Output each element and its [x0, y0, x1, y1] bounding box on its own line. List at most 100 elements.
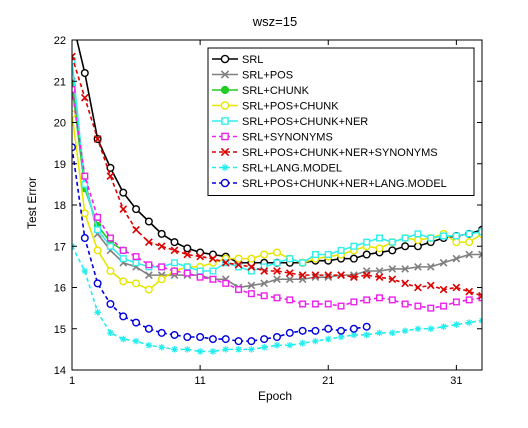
data-point	[144, 217, 153, 226]
data-point	[93, 246, 102, 255]
data-point	[157, 242, 166, 251]
data-point	[184, 346, 191, 353]
data-point	[414, 263, 422, 271]
y-tick-label: 18	[54, 200, 66, 212]
legend-item: SRL+SYNONYMS	[212, 132, 333, 144]
data-point	[158, 263, 166, 271]
data-point	[132, 279, 141, 288]
y-tick-label: 15	[54, 324, 66, 336]
data-point	[465, 230, 473, 238]
data-point	[478, 250, 482, 259]
y-tick-label: 22	[54, 35, 66, 47]
data-point	[183, 250, 192, 259]
data-point	[157, 328, 166, 337]
y-axis-label: Test Error	[25, 177, 39, 229]
data-point	[376, 234, 384, 242]
data-point	[106, 172, 115, 180]
series-8	[72, 143, 371, 346]
data-point	[220, 54, 230, 64]
data-point	[221, 117, 229, 125]
data-point	[247, 267, 255, 275]
data-point	[72, 52, 76, 61]
x-tick-label: 1	[69, 375, 75, 387]
data-point	[376, 294, 384, 302]
data-point	[132, 253, 140, 261]
data-point	[273, 333, 282, 342]
x-axis-label: Epoch	[258, 389, 292, 403]
data-point	[337, 271, 345, 279]
data-point	[312, 337, 319, 345]
data-point	[132, 259, 140, 267]
data-point	[247, 281, 256, 290]
data-point	[465, 296, 473, 304]
data-point	[388, 296, 396, 304]
data-point	[221, 335, 230, 344]
data-point	[363, 296, 371, 304]
data-point	[311, 300, 319, 308]
data-point	[337, 326, 346, 335]
data-point	[427, 304, 435, 312]
data-point	[388, 265, 397, 273]
data-point	[452, 238, 461, 247]
y-tick-label: 16	[54, 283, 66, 295]
data-point	[209, 254, 217, 263]
data-point	[221, 258, 230, 267]
legend-label: SRL	[242, 54, 263, 66]
data-point	[144, 285, 153, 294]
data-point	[183, 333, 192, 342]
series-6	[72, 52, 482, 300]
data-point	[72, 57, 76, 65]
data-point	[119, 255, 127, 263]
data-point	[94, 213, 102, 221]
series-7	[72, 242, 482, 355]
data-point	[452, 298, 460, 306]
data-point	[388, 246, 397, 255]
data-point	[260, 250, 269, 259]
data-point	[298, 271, 307, 279]
data-point	[427, 325, 435, 333]
data-point	[273, 341, 281, 349]
series-line	[72, 56, 482, 297]
data-point	[94, 308, 101, 316]
data-point	[221, 163, 229, 172]
data-point	[196, 252, 204, 261]
data-point	[273, 275, 281, 284]
data-point	[81, 267, 89, 275]
data-point	[324, 250, 332, 258]
data-point	[209, 267, 217, 275]
y-tick-label: 19	[54, 159, 66, 171]
legend-label: SRL+SYNONYMS	[242, 132, 333, 144]
data-point	[440, 302, 448, 310]
data-point	[363, 238, 371, 246]
data-point	[183, 244, 192, 253]
data-point	[170, 330, 179, 339]
data-point	[285, 269, 294, 277]
data-point	[440, 323, 447, 330]
data-point	[362, 271, 371, 279]
data-point	[247, 254, 256, 263]
data-point	[465, 319, 473, 326]
y-tick-label: 20	[54, 118, 66, 130]
data-point	[363, 331, 370, 339]
data-point	[349, 254, 358, 263]
data-point	[170, 267, 178, 275]
data-point	[106, 267, 115, 276]
series-5	[72, 85, 482, 312]
data-point	[426, 281, 435, 290]
data-point	[170, 246, 179, 255]
legend-item: SRL+CHUNK	[212, 85, 310, 97]
legend-label: SRL+POS+CHUNK+NER+LANG.MODEL	[242, 178, 447, 190]
data-point	[93, 135, 102, 143]
data-point	[389, 329, 396, 337]
legend-label: SRL+POS+CHUNK+NER+SYNONYMS	[242, 147, 438, 159]
data-point	[93, 279, 102, 288]
data-point	[158, 344, 165, 351]
data-point	[299, 300, 307, 308]
data-point	[220, 101, 230, 110]
data-point	[375, 244, 384, 253]
data-point	[106, 242, 114, 250]
data-point	[119, 277, 128, 286]
data-point	[157, 229, 166, 238]
data-point	[337, 333, 345, 341]
